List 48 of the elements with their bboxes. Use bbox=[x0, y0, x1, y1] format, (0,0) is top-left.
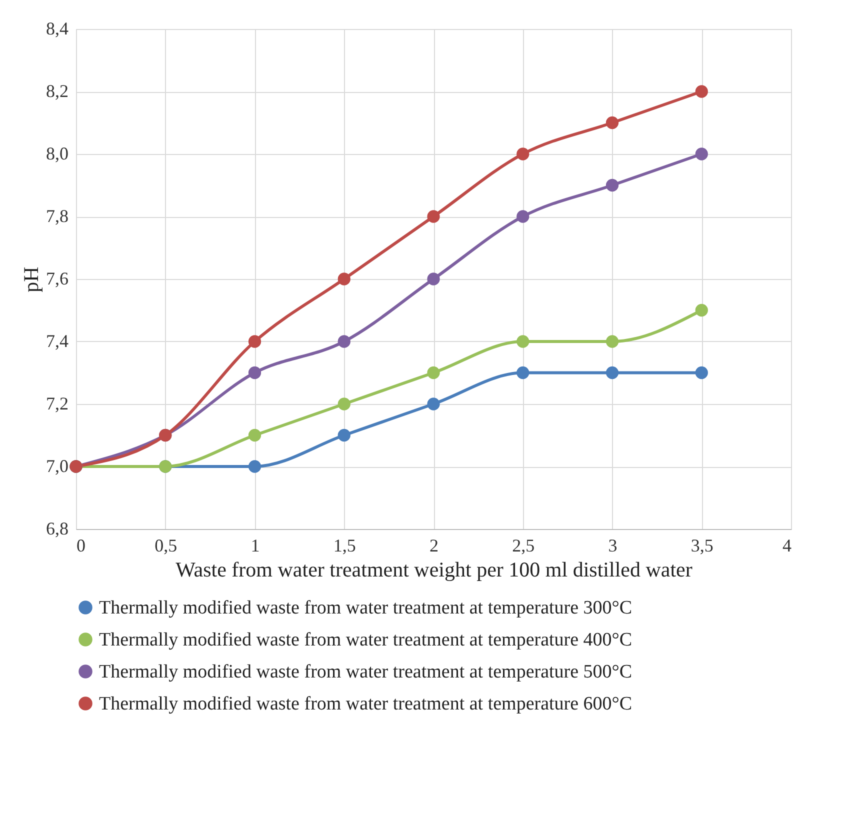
point bbox=[338, 335, 350, 348]
point bbox=[248, 366, 262, 380]
x-tick-label: 1 bbox=[250, 536, 260, 556]
y-tick-label: 7,6 bbox=[46, 268, 68, 288]
y-tick-label: 8,4 bbox=[46, 18, 68, 38]
x-tick-label: 3 bbox=[608, 536, 618, 556]
point bbox=[248, 428, 262, 442]
legend-label: Thermally modified waste from water treatment at temperature 600°C bbox=[99, 694, 632, 714]
legend-label: Thermally modified waste from water treatment at temperature 500°C bbox=[99, 662, 632, 682]
legend-label: Thermally modified waste from water treatment at temperature 300°C bbox=[99, 598, 632, 618]
x-tick-label: 0 bbox=[76, 536, 86, 556]
x-tick-label: 2,5 bbox=[512, 536, 535, 556]
point bbox=[427, 398, 440, 410]
x-axis-title: Waste from water treatment weight per 100 ml distilled water bbox=[176, 558, 692, 582]
y-tick-label: 8,2 bbox=[46, 81, 68, 101]
point bbox=[427, 366, 440, 380]
point bbox=[606, 116, 619, 130]
x-tick-label: 3,5 bbox=[690, 536, 714, 556]
point bbox=[338, 398, 350, 410]
y-tick-label: 7,2 bbox=[46, 394, 68, 414]
y-tick-label: 7,0 bbox=[46, 456, 68, 476]
point bbox=[606, 178, 619, 192]
y-tick-label: 7,4 bbox=[46, 331, 68, 351]
point bbox=[516, 366, 530, 380]
point bbox=[606, 335, 619, 348]
point bbox=[248, 335, 262, 348]
point bbox=[427, 272, 440, 286]
point bbox=[695, 304, 708, 317]
point bbox=[695, 148, 708, 160]
x-tick-label: 2 bbox=[430, 536, 438, 556]
point bbox=[516, 210, 530, 223]
point bbox=[338, 428, 350, 442]
point bbox=[338, 272, 350, 286]
x-tick-label: 1,5 bbox=[333, 536, 356, 556]
x-tick-label: 4 bbox=[782, 536, 792, 556]
y-axis-title: pH bbox=[19, 266, 43, 292]
point bbox=[248, 460, 262, 473]
point bbox=[695, 366, 708, 380]
point bbox=[427, 210, 440, 223]
x-tick-label: 0,5 bbox=[154, 536, 178, 556]
point bbox=[516, 148, 530, 160]
y-tick-label: 8,0 bbox=[46, 144, 68, 164]
point bbox=[695, 85, 708, 98]
legend-label: Thermally modified waste from water treatment at temperature 400°C bbox=[99, 630, 632, 650]
y-tick-label: 7,8 bbox=[46, 206, 68, 226]
y-tick-label: 6,8 bbox=[46, 518, 68, 538]
point bbox=[516, 335, 530, 348]
point bbox=[606, 366, 619, 380]
